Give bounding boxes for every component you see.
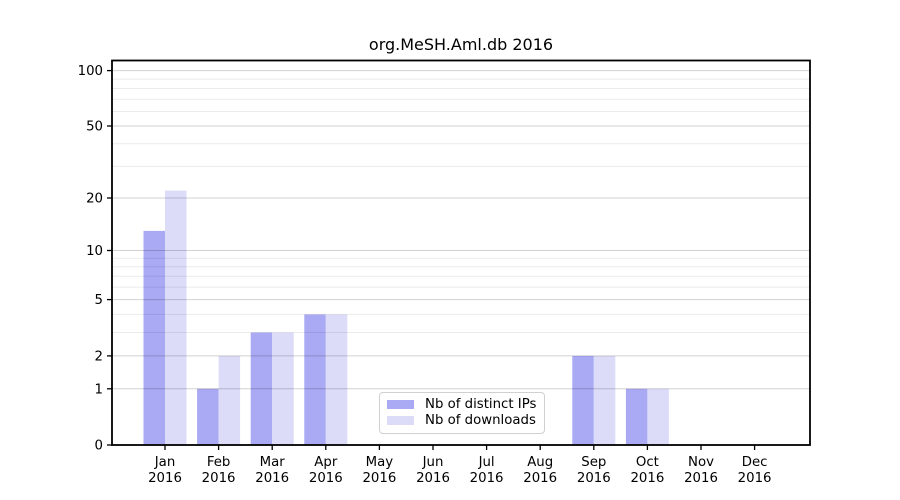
x-tick-label-month-jan: Jan — [154, 455, 176, 470]
legend-label-downloads: Nb of downloads — [425, 413, 536, 429]
x-tick-label-month-dec: Dec — [742, 455, 768, 470]
y-tick-label-2: 2 — [95, 349, 103, 364]
x-tick-label-year-feb: 2016 — [202, 471, 236, 486]
bar-downloads-jan — [165, 190, 187, 445]
x-tick-label-year-jun: 2016 — [416, 471, 450, 486]
x-tick-label-month-oct: Oct — [636, 455, 659, 470]
x-tick-label-year-dec: 2016 — [738, 471, 772, 486]
plot-border — [111, 59, 811, 446]
x-tick-label-month-jun: Jun — [422, 455, 444, 470]
bar-distinct-ips-feb — [197, 388, 219, 445]
bar-distinct-ips-apr — [304, 314, 326, 445]
x-tick-label-year-may: 2016 — [362, 471, 396, 486]
x-tick-label-year-sep: 2016 — [577, 471, 611, 486]
chart-title: org.MeSH.Aml.db 2016 — [368, 35, 554, 54]
x-tick-label-month-nov: Nov — [688, 455, 714, 470]
x-tick-label-year-aug: 2016 — [523, 471, 557, 486]
bar-downloads-apr — [325, 314, 348, 445]
y-tick-label-1: 1 — [95, 382, 103, 397]
legend-item-downloads: Nb of downloads — [387, 413, 536, 429]
x-tick-label-month-mar: Mar — [260, 455, 286, 470]
bar-distinct-ips-mar — [250, 332, 273, 445]
bar-distinct-ips-oct — [625, 388, 648, 445]
legend: Nb of distinct IPs Nb of downloads — [379, 392, 545, 434]
x-tick-label-month-jul: Jul — [478, 455, 495, 470]
x-tick-label-year-nov: 2016 — [684, 471, 718, 486]
legend-item-distinct-ips: Nb of distinct IPs — [387, 397, 537, 413]
bar-distinct-ips-sep — [572, 355, 594, 445]
bar-downloads-feb — [218, 355, 241, 445]
y-tick-label-100: 100 — [78, 64, 103, 79]
y-tick-label-0: 0 — [95, 439, 103, 454]
y-tick-label-50: 50 — [86, 120, 103, 135]
bar-distinct-ips-jan — [143, 230, 165, 445]
x-tick-label-month-feb: Feb — [207, 455, 231, 470]
x-tick-label-month-sep: Sep — [581, 455, 606, 470]
x-tick-label-year-mar: 2016 — [255, 471, 289, 486]
x-tick-label-year-jan: 2016 — [148, 471, 182, 486]
x-tick-label-month-apr: Apr — [314, 455, 338, 470]
y-tick-label-5: 5 — [95, 293, 103, 308]
x-tick-label-year-jul: 2016 — [470, 471, 504, 486]
bar-downloads-oct — [647, 388, 669, 445]
legend-label-distinct-ips: Nb of distinct IPs — [425, 397, 537, 413]
x-tick-label-month-aug: Aug — [527, 455, 553, 470]
y-tick-label-10: 10 — [86, 244, 103, 259]
y-tick-label-20: 20 — [86, 192, 103, 207]
bar-downloads-sep — [593, 355, 616, 445]
legend-swatch-downloads — [387, 416, 414, 426]
bar-downloads-mar — [272, 332, 294, 445]
x-tick-label-year-apr: 2016 — [309, 471, 343, 486]
x-tick-label-year-oct: 2016 — [630, 471, 664, 486]
legend-swatch-distinct-ips — [387, 400, 414, 410]
x-tick-label-month-may: May — [366, 455, 394, 470]
